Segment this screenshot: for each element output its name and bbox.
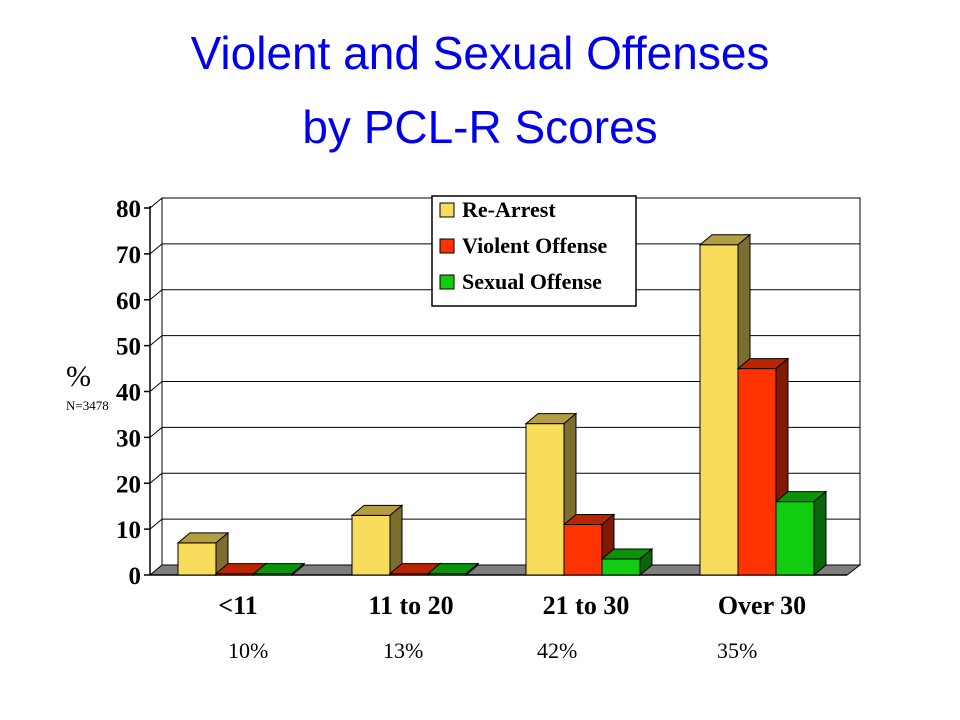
gridline-side xyxy=(149,518,163,530)
gridline-side xyxy=(149,335,163,347)
legend-box xyxy=(431,195,637,307)
y-axis-label: % xyxy=(66,360,91,393)
x-category-label: <11 xyxy=(218,591,257,620)
bar-front xyxy=(177,542,217,576)
gridline-side xyxy=(149,381,163,392)
category-share-0: 10% xyxy=(228,638,269,663)
x-category-label: Over 30 xyxy=(718,591,806,620)
bar-front xyxy=(563,524,603,576)
bar-front xyxy=(775,501,815,576)
bar-front xyxy=(737,368,777,576)
legend-label: Re-Arrest xyxy=(462,197,556,222)
category-share-2: 42% xyxy=(537,638,578,663)
bar-side xyxy=(465,562,479,577)
y-tick-label: 30 xyxy=(116,425,141,452)
gridline-side xyxy=(149,289,163,301)
gridline-side xyxy=(149,426,163,438)
y-tick-label: 50 xyxy=(116,334,141,361)
chart-title-line2: by PCL-R Scores xyxy=(302,101,658,153)
gridline-side xyxy=(149,472,163,484)
bar-side xyxy=(639,547,653,577)
bar-front xyxy=(699,244,739,576)
bar-front xyxy=(525,423,565,576)
y-tick-label: 0 xyxy=(129,563,142,590)
gridline-side xyxy=(149,243,163,255)
y-tick-label: 20 xyxy=(116,471,141,498)
y-tick-label: 80 xyxy=(116,196,141,223)
legend-swatch xyxy=(439,274,455,290)
y-tick-label: 60 xyxy=(116,288,141,315)
x-category-label: 11 to 20 xyxy=(368,591,453,620)
bar-side xyxy=(291,562,305,577)
y-tick-label: 70 xyxy=(116,242,141,269)
legend-label: Sexual Offense xyxy=(462,269,602,294)
category-share-1: 13% xyxy=(383,638,424,663)
y-tick-label: 40 xyxy=(116,380,141,407)
gridline-side xyxy=(149,197,163,209)
bar-side xyxy=(813,490,827,577)
category-share-3: 35% xyxy=(717,638,758,663)
y-tick-label: 10 xyxy=(116,517,141,544)
legend-swatch xyxy=(439,238,455,254)
x-category-label: 21 to 30 xyxy=(543,591,630,620)
legend-label: Violent Offense xyxy=(462,233,607,258)
bar-front xyxy=(601,558,641,576)
bar-front xyxy=(351,514,391,576)
legend-swatch xyxy=(439,202,455,218)
chart-title-line1: Violent and Sexual Offenses xyxy=(190,27,770,79)
y-axis-note: N=3478 xyxy=(66,398,109,413)
